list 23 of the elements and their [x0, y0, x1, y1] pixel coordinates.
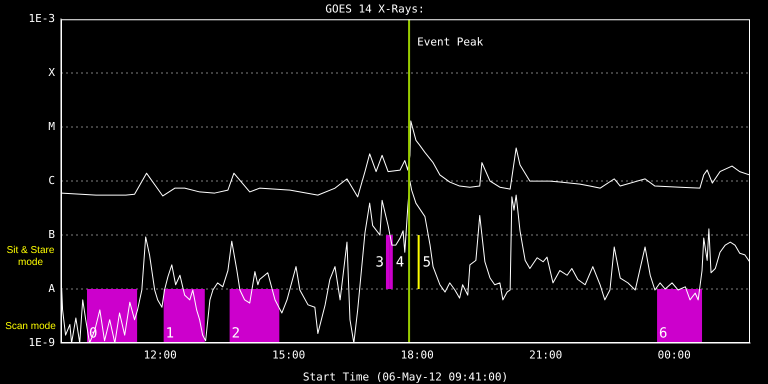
chart-title: GOES 14 X-Rays: — [325, 2, 425, 16]
x-tick-label: 15:00 — [272, 348, 306, 362]
text: Sit & Stare mode — [6, 244, 55, 268]
x-tick-label: 00:00 — [658, 348, 691, 362]
x-tick-label: 18:00 — [400, 348, 434, 362]
y-tick-label: 1E-3 — [28, 12, 55, 26]
x-tick-label: 21:00 — [529, 348, 562, 362]
band-label: 2 — [232, 326, 240, 342]
band-label: 6 — [659, 326, 668, 342]
text: Scan mode — [5, 320, 56, 332]
band-label: 4 — [396, 254, 404, 271]
y-tick-label: 1E-9 — [28, 336, 55, 349]
x-axis-title: Start Time (06-May-12 09:41:00) — [302, 370, 508, 384]
y-tick-label: M — [48, 120, 56, 133]
x-tick-label: 12:00 — [144, 348, 177, 362]
y-tick-label: C — [48, 174, 55, 187]
y-tick-label: A — [48, 282, 56, 295]
y-tick-label: B — [48, 228, 56, 241]
band-label: 3 — [376, 254, 384, 271]
band-label: 1 — [166, 326, 174, 342]
y-tick-label: X — [48, 66, 56, 80]
ref-line-label: Event Peak — [417, 36, 484, 49]
band-label: 5 — [422, 254, 432, 271]
